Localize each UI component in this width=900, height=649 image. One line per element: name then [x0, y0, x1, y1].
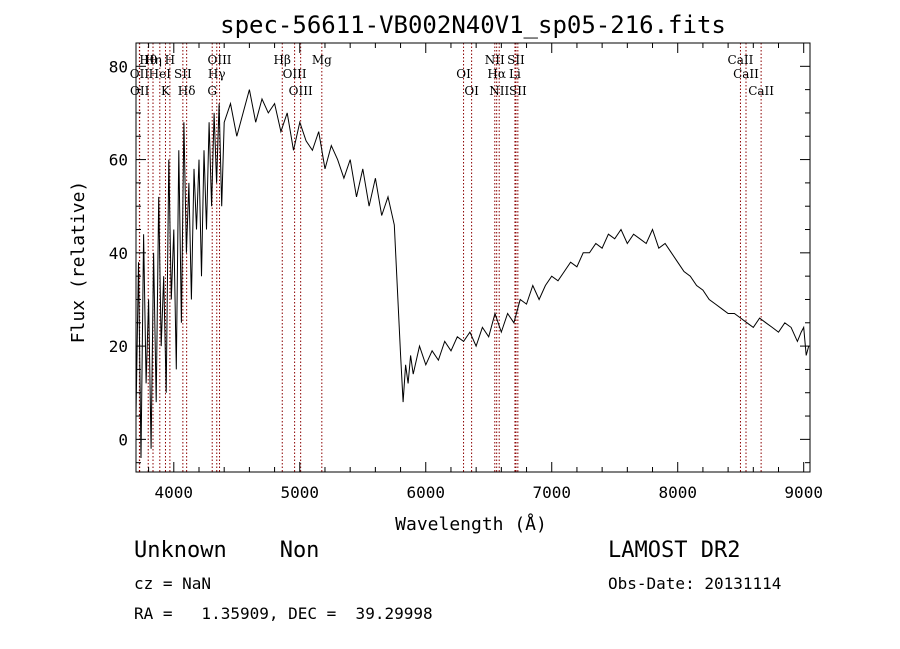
- y-axis-label: Flux (relative): [68, 181, 89, 344]
- line-marker-label: HeI: [149, 67, 172, 81]
- line-marker-label: Li: [509, 67, 521, 81]
- line-marker-label: Hα: [487, 67, 506, 81]
- chart-title: spec-56611-VB002N40V1_sp05-216.fits: [220, 11, 726, 39]
- line-marker-label: SII: [509, 84, 527, 98]
- y-tick-label: 40: [109, 244, 128, 263]
- line-marker-label: OIII: [283, 67, 307, 81]
- line-marker-label: Hγ: [208, 67, 226, 81]
- line-marker-label: OIII: [289, 84, 313, 98]
- x-tick-label: 6000: [406, 483, 445, 502]
- line-marker-label: Hβ: [274, 53, 291, 67]
- emission-line-markers: [138, 43, 762, 472]
- line-marker-label: CaII: [733, 67, 759, 81]
- line-marker-label: CaII: [748, 84, 774, 98]
- line-marker-label: OII: [130, 84, 150, 98]
- x-tick-label: 7000: [532, 483, 571, 502]
- x-tick-label: 8000: [658, 483, 697, 502]
- line-marker-label: OI: [456, 67, 471, 81]
- x-axis-label: Wavelength (Å): [395, 513, 547, 535]
- spectrum-line: [135, 89, 810, 459]
- redshift-text: cz = NaN: [134, 574, 212, 593]
- survey-label: LAMOST DR2: [608, 538, 741, 563]
- line-marker-label: Hη: [144, 53, 162, 67]
- line-marker-label: Mg: [312, 53, 332, 67]
- obs-date-text: Obs-Date: 20131114: [608, 574, 782, 593]
- line-marker-label: OI: [464, 84, 479, 98]
- line-marker-label: K: [161, 84, 171, 98]
- plot-frame: [135, 42, 811, 473]
- x-tick-label: 5000: [281, 483, 320, 502]
- y-tick-label: 20: [109, 337, 128, 356]
- line-marker-label: OIII: [207, 53, 231, 67]
- line-marker-label: SII: [507, 53, 525, 67]
- line-marker-label: Hδ: [178, 84, 196, 98]
- class-label: Unknown Non: [134, 538, 320, 563]
- line-marker-label: G: [207, 84, 217, 98]
- line-marker-label: CaII: [728, 53, 754, 67]
- line-marker-label: NII: [485, 53, 505, 67]
- line-marker-label: NII: [489, 84, 509, 98]
- emission-line-labels: HθOIIOIIHηHeIKHSIIHδOIIIHγGHβOIIIOIIIMgO…: [130, 53, 775, 98]
- line-marker-label: SII: [174, 67, 192, 81]
- x-tick-label: 9000: [784, 483, 823, 502]
- coordinates-text: RA = 1.35909, DEC = 39.29998: [134, 604, 433, 623]
- line-marker-label: OII: [130, 67, 150, 81]
- x-tick-label: 4000: [155, 483, 194, 502]
- y-tick-label: 0: [118, 430, 128, 449]
- line-marker-label: Hθ: [139, 53, 157, 67]
- y-tick-label: 80: [109, 57, 128, 76]
- axis-ticks: 4000 5000 6000 7000 8000 9000 0 20 40 60 80: [109, 42, 823, 502]
- line-marker-label: H: [165, 53, 175, 67]
- y-tick-label: 60: [109, 151, 128, 170]
